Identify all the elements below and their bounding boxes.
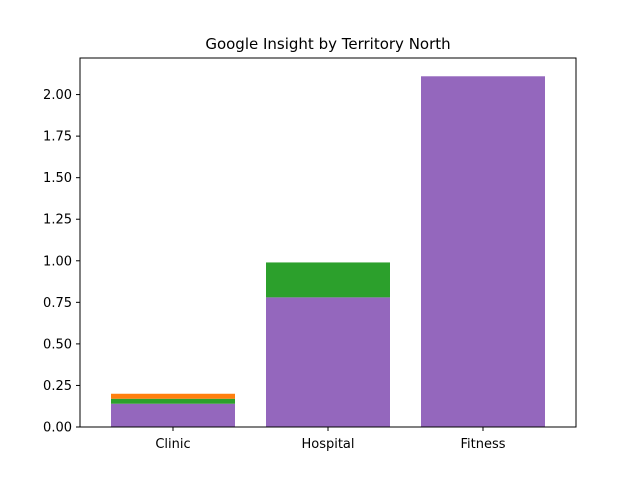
x-axis: Clinic Hospital Fitness xyxy=(155,427,506,452)
bar-clinic-segment-0 xyxy=(111,403,235,427)
x-tick-label: Fitness xyxy=(460,437,505,452)
x-tick-label: Clinic xyxy=(155,437,190,452)
y-tick-label: 0.25 xyxy=(43,379,72,394)
bar-clinic-segment-2 xyxy=(111,393,235,399)
y-tick-label: 0.50 xyxy=(43,337,72,352)
y-tick-label: 0.75 xyxy=(43,296,72,311)
y-tick-label: 1.75 xyxy=(43,130,72,145)
y-tick-label: 1.50 xyxy=(43,171,72,186)
bar-hospital-segment-0 xyxy=(266,297,390,427)
y-tick-label: 1.25 xyxy=(43,213,72,228)
chart-title: Google Insight by Territory North xyxy=(205,35,450,53)
bar-hospital-segment-1 xyxy=(266,262,390,298)
y-tick-label: 2.00 xyxy=(43,88,72,103)
y-axis: 0.00 0.25 0.50 0.75 1.00 1.25 1.50 1.75 2.00 xyxy=(43,88,80,436)
bars-layer xyxy=(111,76,545,427)
plot-frame xyxy=(79,57,577,428)
y-tick-label: 1.00 xyxy=(43,254,72,269)
x-tick-label: Hospital xyxy=(301,437,354,452)
bar-fitness-segment-0 xyxy=(421,76,545,427)
y-tick-label: 0.00 xyxy=(43,421,72,436)
bar-clinic-segment-1 xyxy=(111,398,235,404)
